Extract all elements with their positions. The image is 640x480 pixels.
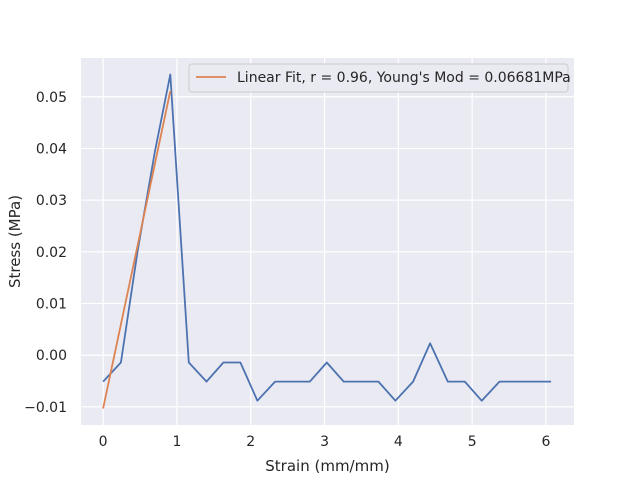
series-line-linear-fit <box>102 90 172 409</box>
y-axis-label: Stress (MPa) <box>6 195 24 288</box>
y-tick-label: 0.01 <box>36 297 67 313</box>
x-tick-label: 2 <box>246 434 255 450</box>
plot-area <box>81 58 574 425</box>
y-tick-label: −0.01 <box>24 400 67 416</box>
x-gridlines <box>102 58 547 425</box>
x-tick-label: 5 <box>468 434 477 450</box>
y-gridlines <box>81 96 574 408</box>
x-axis-label: Strain (mm/mm) <box>265 457 389 475</box>
series-line-data <box>102 73 552 402</box>
x-tick-label: 1 <box>172 434 181 450</box>
y-tick-label: 0.05 <box>36 90 67 106</box>
legend: Linear Fit, r = 0.96, Young's Mod = 0.06… <box>188 63 571 93</box>
y-tick-label: 0.03 <box>36 193 67 209</box>
y-tick-label: 0.02 <box>36 245 67 261</box>
legend-box <box>188 63 569 93</box>
y-tick-labels: −0.01 0.00 0.01 0.02 0.03 0.04 0.05 <box>24 90 67 416</box>
legend-entry-linear-fit: Linear Fit, r = 0.96, Young's Mod = 0.06… <box>237 70 571 86</box>
x-tick-label: 0 <box>99 434 108 450</box>
x-tick-label: 3 <box>320 434 329 450</box>
x-tick-label: 4 <box>394 434 403 450</box>
x-tick-labels: 0 1 2 3 4 5 6 <box>99 434 551 450</box>
series-layer <box>102 73 552 409</box>
y-tick-label: 0.04 <box>36 141 67 157</box>
x-tick-label: 6 <box>541 434 550 450</box>
y-tick-label: 0.00 <box>36 348 67 364</box>
